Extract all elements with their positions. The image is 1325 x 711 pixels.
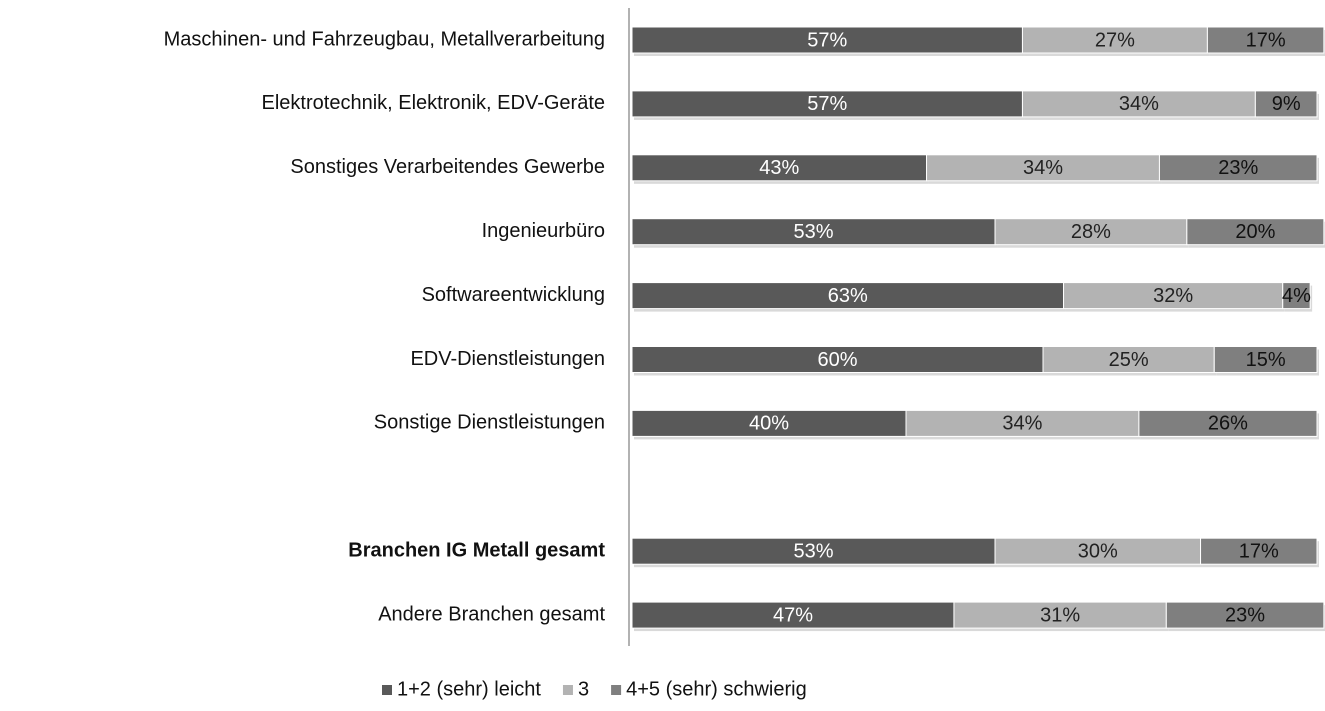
bar-segment: [631, 346, 1044, 373]
data-label: 32%: [1153, 285, 1193, 307]
data-label: 31%: [1040, 604, 1080, 626]
data-label: 53%: [794, 221, 834, 243]
data-label: 60%: [817, 349, 857, 371]
data-label: 17%: [1239, 540, 1279, 562]
bar-segment: [631, 154, 928, 182]
data-label: 4%: [1282, 285, 1311, 307]
bar-segment: [631, 409, 907, 437]
bar-segment: [1213, 346, 1318, 373]
data-label: 34%: [1023, 157, 1063, 179]
bar-segment: [926, 154, 1160, 182]
data-label: 34%: [1002, 413, 1042, 435]
data-label: 15%: [1246, 349, 1286, 371]
bar-segment: [1186, 218, 1325, 246]
bar-segment: [994, 537, 1202, 565]
data-label: 26%: [1208, 413, 1248, 435]
bar-segment: [1021, 90, 1256, 118]
category-label: Branchen IG Metall gesamt: [348, 539, 605, 561]
bar-segment: [1165, 601, 1325, 629]
legend-swatch: [382, 685, 392, 695]
category-label: Sonstige Dienstleistungen: [374, 412, 605, 434]
legend-label: 1+2 (sehr) leicht: [397, 678, 541, 700]
data-label: 43%: [759, 157, 799, 179]
data-label: 40%: [749, 413, 789, 435]
category-label: Softwareentwicklung: [422, 284, 605, 306]
bar-segment: [905, 409, 1140, 437]
data-label: 57%: [807, 29, 847, 51]
data-label: 25%: [1109, 349, 1149, 371]
data-label: 47%: [773, 604, 813, 626]
bar-segment: [631, 218, 996, 246]
category-label: Ingenieurbüro: [482, 220, 605, 242]
bar-segment: [631, 90, 1023, 118]
bar-segment: [1158, 154, 1318, 182]
data-label: 63%: [828, 285, 868, 307]
data-label: 17%: [1246, 29, 1286, 51]
legend-swatch: [562, 685, 573, 695]
data-label: 20%: [1235, 221, 1275, 243]
bar-segment: [1200, 537, 1318, 565]
category-label: EDV-Dienstleistungen: [410, 348, 605, 370]
data-label: 28%: [1071, 221, 1111, 243]
data-label: 34%: [1119, 93, 1159, 115]
data-label: 53%: [794, 540, 834, 562]
bar-segment: [994, 218, 1188, 246]
legend-label: 4+5 (sehr) schwierig: [626, 678, 807, 700]
bar-segment: [631, 601, 955, 629]
bar-segment: [1206, 26, 1325, 54]
bar-segment: [1021, 26, 1208, 54]
data-label: 57%: [807, 93, 847, 115]
category-label: Andere Branchen gesamt: [378, 603, 605, 625]
data-label: 30%: [1078, 540, 1118, 562]
category-label: Maschinen- und Fahrzeugbau, Metallverarb…: [164, 28, 605, 50]
legend-label: 3: [578, 678, 589, 700]
bar-segment: [1042, 346, 1215, 373]
bar-segment: [1282, 282, 1311, 310]
category-label: Elektrotechnik, Elektronik, EDV-Geräte: [262, 92, 605, 114]
bar-segment: [631, 26, 1023, 54]
category-label: Sonstiges Verarbeitendes Gewerbe: [290, 156, 605, 178]
bar-segment: [1254, 90, 1318, 118]
data-label: 27%: [1095, 29, 1135, 51]
data-label: 23%: [1218, 157, 1258, 179]
legend-swatch: [611, 685, 622, 695]
bar-segment: [1138, 409, 1318, 437]
data-label: 23%: [1225, 604, 1265, 626]
data-label: 9%: [1272, 93, 1301, 115]
